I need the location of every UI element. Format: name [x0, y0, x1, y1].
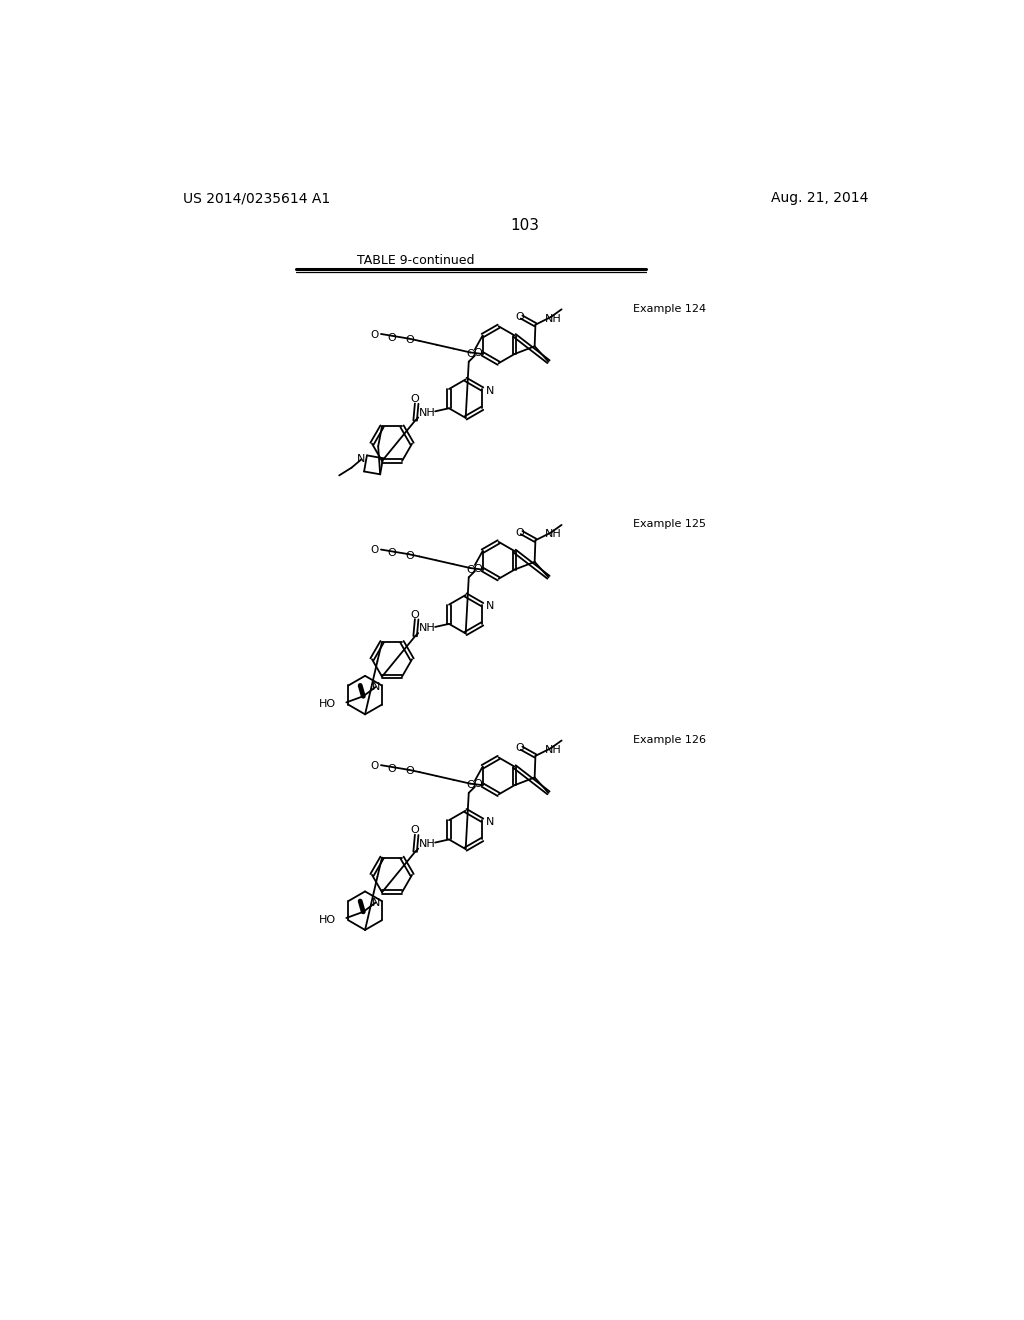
Text: N: N — [357, 454, 366, 465]
Text: O: O — [411, 610, 420, 619]
Text: N: N — [485, 385, 495, 396]
Text: O: O — [406, 335, 414, 345]
Text: Example 125: Example 125 — [633, 519, 706, 529]
Text: O: O — [516, 312, 524, 322]
Text: O: O — [467, 348, 475, 359]
Text: 103: 103 — [510, 218, 540, 232]
Text: TABLE 9-continued: TABLE 9-continued — [356, 253, 474, 267]
Text: O: O — [387, 764, 396, 774]
Text: O: O — [411, 825, 420, 836]
Text: O: O — [411, 395, 420, 404]
Text: O: O — [474, 779, 482, 789]
Text: O: O — [387, 548, 396, 558]
Text: Aug. 21, 2014: Aug. 21, 2014 — [771, 191, 868, 206]
Text: US 2014/0235614 A1: US 2014/0235614 A1 — [183, 191, 330, 206]
Text: O: O — [467, 565, 475, 574]
Text: HO: HO — [318, 915, 336, 924]
Text: N: N — [372, 682, 380, 692]
Text: NH: NH — [419, 840, 436, 849]
Text: NH: NH — [419, 623, 436, 634]
Text: HO: HO — [318, 698, 336, 709]
Text: N: N — [485, 601, 495, 611]
Text: Example 126: Example 126 — [633, 735, 706, 744]
Text: N: N — [372, 898, 380, 908]
Text: N: N — [485, 817, 495, 826]
Text: NH: NH — [545, 744, 561, 755]
Text: O: O — [516, 528, 524, 537]
Text: O: O — [406, 550, 414, 561]
Text: O: O — [467, 780, 475, 791]
Text: NH: NH — [545, 314, 561, 323]
Text: O: O — [370, 545, 378, 556]
Text: O: O — [370, 760, 378, 771]
Text: NH: NH — [419, 408, 436, 418]
Text: Example 124: Example 124 — [633, 304, 706, 314]
Text: O: O — [406, 767, 414, 776]
Text: O: O — [474, 564, 482, 574]
Text: NH: NH — [545, 529, 561, 539]
Text: O: O — [516, 743, 524, 754]
Text: O: O — [474, 348, 482, 358]
Text: O: O — [370, 330, 378, 339]
Text: O: O — [387, 333, 396, 343]
